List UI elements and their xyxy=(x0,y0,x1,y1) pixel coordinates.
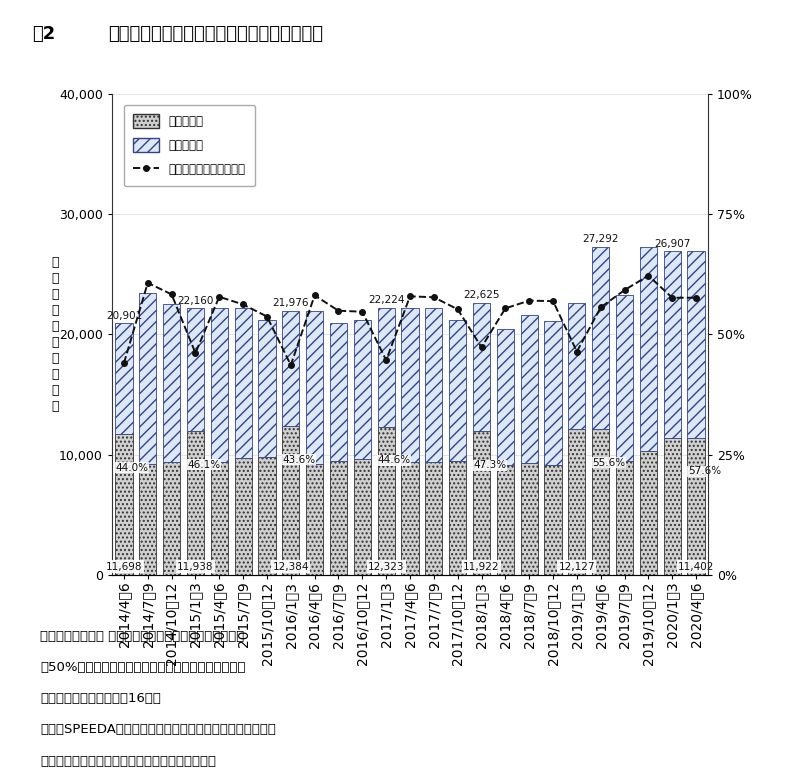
Text: 22,160: 22,160 xyxy=(178,296,214,306)
Bar xyxy=(354,320,371,459)
Text: 55.6%: 55.6% xyxy=(592,457,626,468)
Bar xyxy=(210,462,228,575)
Text: 47.3%: 47.3% xyxy=(473,460,506,470)
Bar xyxy=(426,461,442,575)
Bar xyxy=(402,307,418,462)
Bar xyxy=(282,310,299,426)
Bar xyxy=(616,461,633,575)
Bar xyxy=(378,307,394,427)
Bar xyxy=(640,451,657,575)
Bar xyxy=(258,457,275,575)
Bar xyxy=(592,246,610,429)
Bar xyxy=(402,462,418,575)
Bar xyxy=(568,303,586,429)
Bar xyxy=(545,465,562,575)
Bar xyxy=(139,465,156,575)
Bar xyxy=(497,465,514,575)
Bar xyxy=(426,307,442,461)
Bar xyxy=(115,324,133,434)
Bar xyxy=(306,465,323,575)
Bar xyxy=(378,427,394,575)
Text: 46.1%: 46.1% xyxy=(187,460,220,470)
Bar xyxy=(187,308,204,431)
Bar xyxy=(664,438,681,575)
Bar xyxy=(163,303,180,461)
Text: 44.6%: 44.6% xyxy=(378,455,411,465)
Text: 対象：製薬協加盟 東証一部上場企楮（医薬品売上高比率: 対象：製薬協加盟 東証一部上場企楮（医薬品売上高比率 xyxy=(40,630,244,643)
Text: 11,698: 11,698 xyxy=(106,561,142,572)
Bar xyxy=(568,429,586,575)
Text: 22,224: 22,224 xyxy=(368,295,405,305)
Text: 50%超）のうち、対象期間を通じて海外売上高デー: 50%超）のうち、対象期間を通じて海外売上高デー xyxy=(40,661,246,674)
Bar xyxy=(282,426,299,575)
Text: 43.6%: 43.6% xyxy=(282,454,315,465)
Bar xyxy=(187,431,204,575)
Bar xyxy=(449,320,466,461)
Bar xyxy=(449,461,466,575)
Bar xyxy=(664,251,681,438)
Text: 足資料に基づき、医薬産業政策研究所にて作成: 足資料に基づき、医薬産業政策研究所にて作成 xyxy=(40,755,216,768)
Bar xyxy=(139,293,156,465)
Bar xyxy=(234,308,252,458)
Text: 27,292: 27,292 xyxy=(582,235,619,244)
Bar xyxy=(330,461,347,575)
Text: 出所：SPEEDA（株）ユーザベース）、各社決算短信、同補: 出所：SPEEDA（株）ユーザベース）、各社決算短信、同補 xyxy=(40,723,276,737)
Bar xyxy=(115,434,133,575)
Text: 国内製薬企楮の四半期国内外売上高トレンド: 国内製薬企楮の四半期国内外売上高トレンド xyxy=(108,25,323,43)
Bar xyxy=(687,438,705,575)
Bar xyxy=(521,463,538,575)
Bar xyxy=(330,322,347,461)
Y-axis label: 四
半
期
売
上
高
（
億
円
）: 四 半 期 売 上 高 （ 億 円 ） xyxy=(52,256,59,413)
Text: 57.6%: 57.6% xyxy=(688,466,721,476)
Text: 44.0%: 44.0% xyxy=(115,463,149,473)
Bar xyxy=(354,459,371,575)
Bar xyxy=(592,429,610,575)
Text: 11,938: 11,938 xyxy=(177,561,214,572)
Text: 11,402: 11,402 xyxy=(678,561,714,572)
Bar xyxy=(306,310,323,465)
Text: 20,901: 20,901 xyxy=(106,311,142,321)
Text: 22,625: 22,625 xyxy=(463,290,500,300)
Bar xyxy=(616,295,633,461)
Text: 図2: 図2 xyxy=(32,25,55,43)
Text: 21,976: 21,976 xyxy=(273,298,309,308)
Bar xyxy=(545,321,562,465)
Text: 12,323: 12,323 xyxy=(368,561,405,572)
Bar xyxy=(210,308,228,462)
Bar xyxy=(258,320,275,457)
Bar xyxy=(640,246,657,451)
Text: タが入手可能な企楮（16社）: タが入手可能な企楮（16社） xyxy=(40,692,161,705)
Text: 26,907: 26,907 xyxy=(654,239,690,249)
Bar xyxy=(473,432,490,575)
Bar xyxy=(497,329,514,465)
Text: 12,127: 12,127 xyxy=(558,561,595,572)
Bar xyxy=(687,251,705,438)
Bar xyxy=(234,458,252,575)
Bar xyxy=(163,461,180,575)
Text: 11,922: 11,922 xyxy=(463,561,500,572)
Bar xyxy=(473,303,490,432)
Legend: 国内売上高, 海外売上高, 海外売上高比率（右軸）: 国内売上高, 海外売上高, 海外売上高比率（右軸） xyxy=(124,105,255,186)
Bar xyxy=(521,315,538,463)
Text: 12,384: 12,384 xyxy=(273,561,309,572)
